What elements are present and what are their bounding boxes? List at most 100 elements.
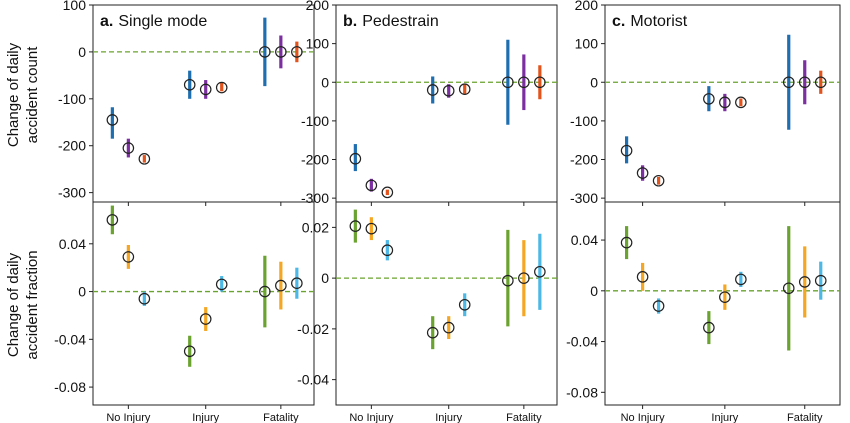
y-tick-label: -0.04 [54,331,86,347]
data-point [291,277,303,289]
panel-b-fraction: 0.02 0 -0.02 -0.04 No Injury Injury Fatality [297,201,558,423]
data-point [458,298,471,311]
panel-a-title: a. Single mode [100,13,207,30]
y-tick-label: -0.08 [54,379,86,395]
data-point [735,96,747,109]
y-tick-label: -0.02 [297,321,329,337]
y-tick-label: -200 [301,152,329,168]
axes-frame [335,201,558,406]
y-tick-label: -300 [301,190,329,206]
y-tick-label: 0 [321,74,329,90]
panel-b-letter: b. [343,13,357,30]
axes-frame [604,201,841,406]
data-point [719,96,731,109]
y-tick-label: -100 [58,91,86,107]
data-point [215,81,228,94]
x-tick-label: Injury [435,412,462,423]
data-point [349,152,362,165]
data-point [652,174,665,187]
data-point [534,76,546,89]
data-point [106,214,119,226]
panel-c-fraction: 0.04 0 -0.04 -0.08 No Injury Injury Fatality [566,201,841,423]
y-tick-label: 0 [590,283,598,299]
data-point [620,144,633,157]
data-point [518,272,530,284]
y-tick-label: 0 [590,74,598,90]
y-tick-label: -100 [570,113,598,129]
ylabel-fraction-line2: accident fraction [24,250,41,359]
data-point [291,46,303,58]
axes-frame [92,4,315,203]
x-tick-label: No Injury [106,412,151,423]
data-point [106,114,119,126]
data-point [275,279,287,292]
panel-b-count: 200 100 0 -100 -200 -300 [301,0,558,206]
data-point [122,142,135,154]
data-point [138,292,151,305]
y-tick-label: -0.04 [297,372,329,388]
data-point [703,93,715,105]
data-point [215,278,228,291]
data-point [518,76,530,89]
panel-c-count: 200 100 0 -100 -200 -300 [570,0,841,206]
ylabel-count-line1: Change of daily [5,42,22,147]
data-point [814,76,827,89]
data-point [349,220,362,232]
y-tick-label: 100 [306,36,330,52]
data-point [782,282,795,295]
y-tick-label: -200 [570,152,598,168]
panel-a-fraction: 0.04 0 -0.04 -0.08 No Injury Injury Fatality [54,201,315,423]
y-tick-label: -300 [570,190,598,206]
data-point [183,345,196,358]
data-point [719,291,731,303]
y-tick-label: -200 [58,138,86,154]
data-point [502,76,514,89]
x-tick-label: Fatality [787,412,823,423]
data-point [365,179,378,192]
panels: 1000-100-200-3002001000-100-200-30020010… [54,0,841,423]
x-tick-label: Injury [192,412,219,423]
data-point [426,84,439,96]
y-tick-label: -0.08 [566,384,598,400]
data-point [122,251,135,263]
data-point [502,274,514,287]
y-tick-label: 0.02 [302,219,329,235]
panel-b-title: b. Pedestrain [343,13,439,30]
y-tick-label: 0.04 [59,236,86,252]
data-point [703,321,715,334]
x-tick-label: Fatality [263,412,299,423]
data-point [620,236,633,249]
panel-c-letter: c. [612,13,625,30]
data-point [426,326,439,339]
y-tick-label: 100 [63,0,87,13]
data-point [442,321,455,334]
y-tick-label: 200 [306,0,330,13]
data-point [381,186,394,199]
y-tick-label: -0.04 [566,334,598,350]
data-point [199,313,212,325]
data-point [259,46,271,58]
data-point [798,76,811,89]
data-point [735,273,747,286]
data-point [259,285,271,298]
data-point [458,83,471,96]
data-point [138,153,151,165]
y-tick-label: -300 [58,185,86,201]
ylabel-fraction-line1: Change of daily [5,252,22,357]
panel-a-letter: a. [100,13,113,30]
data-point [652,300,665,312]
y-tick-label: -100 [301,113,329,129]
ylabel-count-line2: accident count [24,46,41,144]
data-point [381,244,394,257]
y-tick-label: 200 [575,0,599,13]
axes-frame [92,201,315,406]
data-point [534,265,546,278]
panel-b-name: Pedestrain [362,13,439,30]
panel-c-name: Motorist [630,13,687,30]
data-point [199,83,212,96]
x-tick-label: Fatality [506,412,542,423]
data-point [636,271,649,283]
x-tick-label: Injury [711,412,738,423]
data-point [782,76,795,89]
